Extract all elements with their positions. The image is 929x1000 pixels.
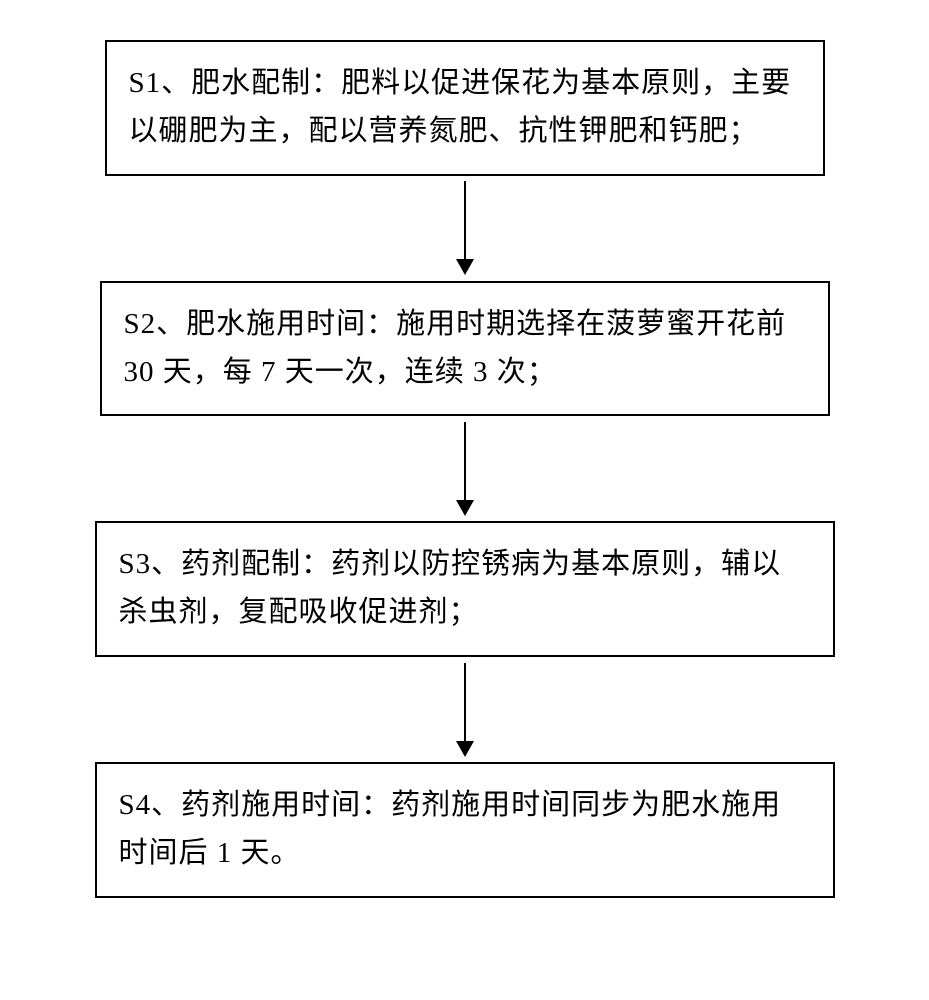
step-box-s2: S2、肥水施用时间：施用时期选择在菠萝蜜开花前 30 天，每 7 天一次，连续 … bbox=[100, 281, 830, 417]
step-box-s4: S4、药剂施用时间：药剂施用时间同步为肥水施用时间后 1 天。 bbox=[95, 762, 835, 898]
arrow-head-icon bbox=[456, 741, 474, 757]
step-label-s1: S1、 bbox=[129, 67, 192, 99]
step-label-s3: S3、 bbox=[119, 548, 182, 580]
arrow-s3-s4 bbox=[456, 657, 474, 762]
arrow-s2-s3 bbox=[456, 416, 474, 521]
arrow-head-icon bbox=[456, 259, 474, 275]
arrow-line-icon bbox=[464, 422, 466, 500]
step-text-s4: 药剂施用时间：药剂施用时间同步为肥水施用时间后 1 天。 bbox=[119, 789, 782, 869]
step-label-s4: S4、 bbox=[119, 789, 182, 821]
step-text-s1: 肥水配制：肥料以促进保花为基本原则，主要以硼肥为主，配以营养氮肥、抗性钾肥和钙肥… bbox=[129, 67, 792, 147]
step-text-s3: 药剂配制：药剂以防控锈病为基本原则，辅以杀虫剂，复配吸收促进剂； bbox=[119, 548, 782, 628]
step-box-s1: S1、肥水配制：肥料以促进保花为基本原则，主要以硼肥为主，配以营养氮肥、抗性钾肥… bbox=[105, 40, 825, 176]
arrow-s1-s2 bbox=[456, 176, 474, 281]
step-box-s3: S3、药剂配制：药剂以防控锈病为基本原则，辅以杀虫剂，复配吸收促进剂； bbox=[95, 521, 835, 657]
arrow-line-icon bbox=[464, 181, 466, 259]
arrow-head-icon bbox=[456, 500, 474, 516]
flowchart-container: S1、肥水配制：肥料以促进保花为基本原则，主要以硼肥为主，配以营养氮肥、抗性钾肥… bbox=[0, 40, 929, 898]
step-label-s2: S2、 bbox=[124, 308, 187, 340]
step-text-s2: 肥水施用时间：施用时期选择在菠萝蜜开花前 30 天，每 7 天一次，连续 3 次… bbox=[124, 308, 787, 388]
arrow-line-icon bbox=[464, 663, 466, 741]
